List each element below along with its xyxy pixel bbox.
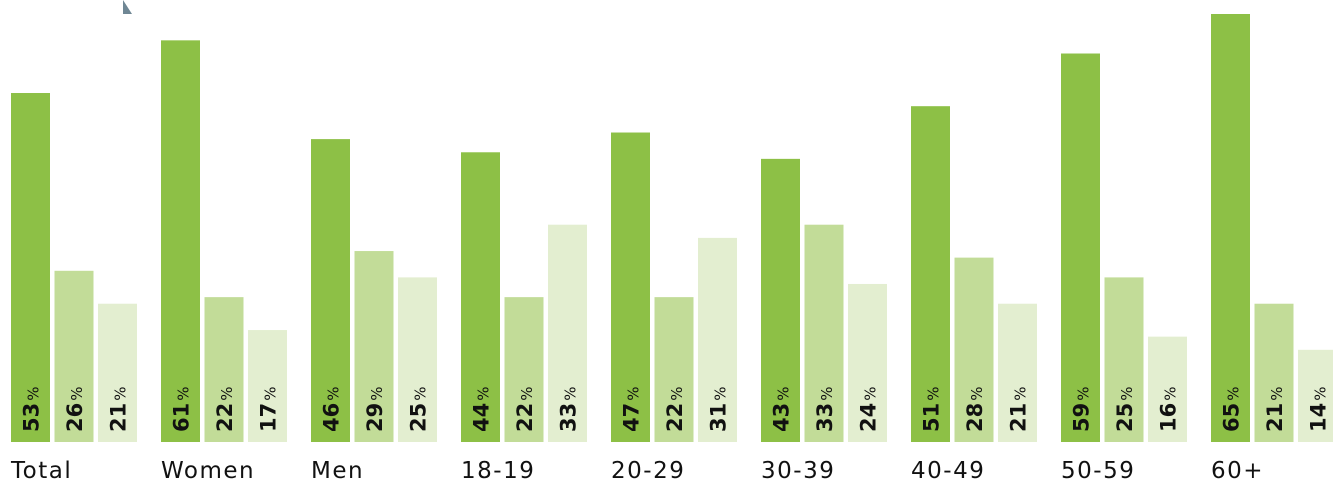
category-label-30-39: 30-39 — [761, 458, 835, 481]
bar-group-18-19: 44% 22% 33% 18-19 — [461, 152, 587, 481]
category-label-total: Total — [10, 458, 72, 481]
data-label-total-series-1: 53% — [20, 387, 44, 433]
bar-men-series-2 — [354, 251, 394, 442]
data-label-20-29-series-1: 47% — [620, 387, 644, 433]
data-label-18-19-series-2: 22% — [513, 387, 537, 433]
data-label-men-series-3: 25% — [407, 387, 431, 433]
bar-group-40-49: 51% 28% 21% 40-49 — [911, 106, 1037, 481]
bar-group-women: 61% 22% 17% Women — [161, 40, 287, 481]
bar-18-19-series-2 — [504, 297, 544, 442]
category-label-50-59: 50-59 — [1061, 458, 1135, 481]
category-label-18-19: 18-19 — [461, 458, 535, 481]
bar-group-total: 53% 26% 21% Total — [10, 93, 137, 481]
data-label-18-19-series-1: 44% — [470, 387, 494, 433]
bar-40-49-series-1 — [911, 106, 950, 442]
category-label-40-49: 40-49 — [911, 458, 985, 481]
data-label-40-49-series-2: 28% — [963, 387, 987, 433]
bar-group-50-59: 59% 25% 16% 50-59 — [1061, 53, 1187, 481]
data-label-30-39-series-1: 43% — [770, 387, 794, 433]
data-label-50-59-series-3: 16% — [1157, 387, 1181, 433]
bar-men-series-3 — [398, 277, 437, 442]
bar-50-59-series-3 — [1148, 336, 1187, 442]
corner-decoration — [123, 0, 132, 14]
category-label-60+: 60+ — [1211, 458, 1264, 481]
data-label-women-series-3: 17% — [257, 387, 281, 433]
data-label-women-series-1: 61% — [170, 387, 194, 433]
bar-50-59-series-1 — [1061, 53, 1100, 442]
data-label-total-series-2: 26% — [63, 387, 87, 433]
bar-women-series-1 — [161, 40, 200, 442]
bar-30-39-series-3 — [848, 283, 887, 442]
bar-18-19-series-3 — [548, 224, 587, 442]
data-label-women-series-2: 22% — [213, 387, 237, 433]
bar-60+-series-3 — [1298, 349, 1333, 442]
data-label-60+-series-3: 14% — [1307, 387, 1331, 433]
bar-18-19-series-1 — [461, 152, 500, 442]
data-label-40-49-series-1: 51% — [920, 387, 944, 433]
bar-20-29-series-3 — [698, 237, 737, 442]
bar-total-series-3 — [98, 303, 137, 442]
bar-60+-series-2 — [1254, 303, 1294, 442]
bar-40-49-series-3 — [998, 303, 1037, 442]
bar-60+-series-1 — [1211, 14, 1250, 442]
bar-group-20-29: 47% 22% 31% 20-29 — [611, 132, 737, 481]
bar-20-29-series-1 — [611, 132, 650, 442]
category-label-men: Men — [311, 458, 364, 481]
data-label-30-39-series-2: 33% — [813, 387, 837, 433]
bar-40-49-series-2 — [954, 257, 994, 442]
bar-20-29-series-2 — [654, 297, 694, 442]
data-label-40-49-series-3: 21% — [1007, 387, 1031, 433]
data-label-50-59-series-2: 25% — [1113, 387, 1137, 433]
data-label-men-series-1: 46% — [320, 387, 344, 433]
data-label-30-39-series-3: 24% — [857, 387, 881, 433]
data-label-20-29-series-3: 31% — [707, 387, 731, 433]
bar-total-series-1 — [11, 93, 50, 442]
bar-30-39-series-1 — [761, 158, 800, 442]
data-label-60+-series-1: 65% — [1220, 387, 1244, 433]
bar-30-39-series-2 — [804, 224, 844, 442]
data-label-18-19-series-3: 33% — [557, 387, 581, 433]
data-label-men-series-2: 29% — [363, 387, 387, 433]
bar-women-series-2 — [204, 297, 244, 442]
category-label-20-29: 20-29 — [611, 458, 685, 481]
bar-group-60+: 65% 21% 14% 60+ — [1211, 14, 1333, 481]
bar-50-59-series-2 — [1104, 277, 1144, 442]
bar-total-series-2 — [54, 270, 94, 442]
data-label-total-series-3: 21% — [107, 387, 131, 433]
category-label-women: Women — [161, 458, 255, 481]
bar-group-30-39: 43% 33% 24% 30-39 — [761, 158, 887, 481]
bar-men-series-1 — [311, 139, 350, 442]
data-label-60+-series-2: 21% — [1263, 387, 1287, 433]
bar-group-men: 46% 29% 25% Men — [311, 139, 437, 481]
data-label-50-59-series-1: 59% — [1070, 387, 1094, 433]
bar-women-series-3 — [248, 330, 287, 442]
data-label-20-29-series-2: 22% — [663, 387, 687, 433]
